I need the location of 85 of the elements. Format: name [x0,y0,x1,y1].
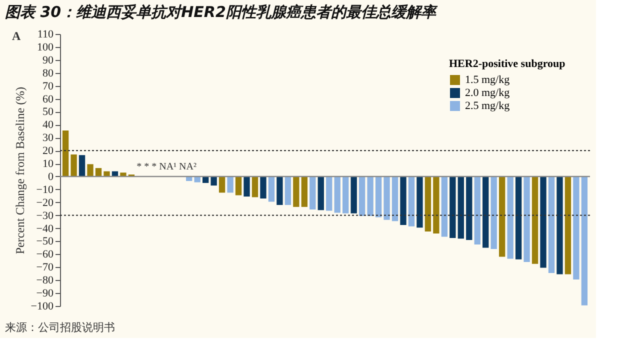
y-tick-label: −50 [36,236,54,248]
annotation: * * * NA¹ NA² [136,161,196,172]
bar [498,176,506,257]
y-tick-label: 90 [42,54,54,66]
y-tick-label: 20 [42,145,54,158]
bar [334,176,340,213]
bar [227,176,234,193]
legend-label: 2.0 mg/kg [465,87,510,99]
bar [441,176,448,237]
y-tick-label: −90 [36,288,54,300]
bar [458,176,464,239]
bar [424,176,432,232]
y-tick-label: 30 [42,132,54,144]
y-tick-label: 60 [42,93,54,106]
bar [62,130,69,176]
bar [392,176,398,222]
y-tick-label: 40 [42,119,54,132]
bar [408,176,415,226]
bar [507,176,514,259]
bar [293,176,300,207]
bar [581,176,588,306]
bar [70,154,77,176]
bar [350,176,357,214]
y-tick-label: 80 [42,67,54,80]
bar [367,176,374,216]
bar [284,176,292,205]
bar [260,176,266,198]
y-tick-label: −70 [36,262,54,274]
bar [244,176,250,197]
y-tick-label: 70 [42,80,54,92]
y-tick-label: 100 [37,41,54,54]
bar [450,176,456,238]
bar [524,176,530,262]
bar [326,176,332,211]
bar [194,176,200,182]
legend-label: 1.5 mg/kg [465,74,510,86]
y-tick-label: −30 [36,210,54,222]
text: A [12,29,21,43]
bar [548,176,555,273]
y-tick-label: −40 [36,222,54,235]
bar [515,176,522,260]
bar [218,176,226,193]
bar [540,176,546,268]
y-tick-label: 110 [37,28,54,40]
bar [573,176,580,280]
bar [433,176,440,234]
bar [384,176,390,220]
bar [78,155,86,176]
bar [400,176,406,226]
legend-label: 2.5 mg/kg [465,100,510,112]
y-tick-label: −10 [36,184,54,196]
bar [490,176,497,250]
y-tick-label: −100 [30,300,54,312]
bar [482,176,489,248]
legend-title: HER2-positive subgroup [449,58,566,70]
bar [375,176,382,218]
y-tick-label: 10 [42,158,54,170]
bar [276,176,283,205]
bar [564,176,572,274]
bar [202,176,209,183]
y-tick-label: 0 [48,170,54,183]
bar [87,164,94,176]
y-axis-title: Percent Change from Baseline (%) [12,86,27,254]
bar [301,176,308,207]
bar [556,176,563,274]
bar [95,168,102,176]
source-note: 来源：公司招股说明书 [5,321,115,334]
bar [466,176,472,240]
bar [268,176,275,202]
bar [235,176,242,196]
bar [104,171,110,176]
y-tick-label: −20 [36,196,54,209]
bar [310,176,316,210]
bar [358,176,366,216]
bar [342,176,349,214]
bar [416,176,423,228]
bar [210,176,217,186]
chart-title: 图表 30：维迪西妥单抗对HER2阳性乳腺癌患者的最佳总缓解率 [5,3,438,21]
bar [474,176,480,244]
y-tick-label: −60 [36,248,54,261]
y-tick-label: 50 [42,106,54,118]
y-tick-label: −80 [36,274,54,287]
bar [318,176,324,210]
bar [252,176,258,198]
bar [532,176,538,264]
